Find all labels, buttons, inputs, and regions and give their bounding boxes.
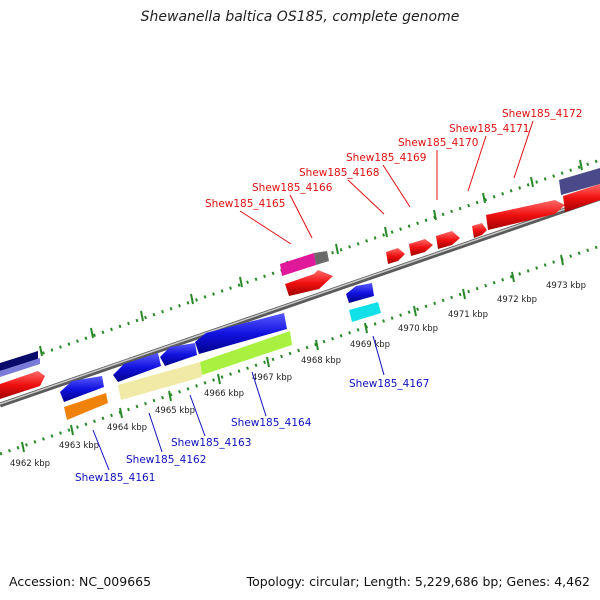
top-gene-labels: Shew185_4165 Shew185_4166 Shew185_4168 S… <box>205 108 582 210</box>
genome-backbone <box>0 195 600 408</box>
cds-feature[interactable] <box>386 248 405 264</box>
gene-label[interactable]: Shew185_4162 <box>126 454 206 466</box>
bottom-gene-labels: Shew185_4161 Shew185_4162 Shew185_4163 S… <box>75 378 429 484</box>
gene-label[interactable]: Shew185_4168 <box>299 167 379 179</box>
tick-label: 4965 kbp <box>155 406 195 416</box>
tick-labels: 4962 kbp 4963 kbp 4964 kbp 4965 kbp 4966… <box>10 281 586 469</box>
bottom-label-leaders <box>92 335 385 471</box>
gene-label[interactable]: Shew185_4172 <box>502 108 582 120</box>
tick-label: 4971 kbp <box>448 310 488 320</box>
cds-feature[interactable] <box>113 353 161 382</box>
outer-major-ticks <box>39 159 583 357</box>
cds-feature[interactable] <box>0 351 38 371</box>
cds-feature[interactable] <box>160 343 197 366</box>
gene-label[interactable]: Shew185_4167 <box>349 378 429 390</box>
tick-label: 4966 kbp <box>204 389 244 399</box>
cds-feature[interactable] <box>0 358 40 377</box>
cds-feature[interactable] <box>200 331 292 375</box>
accession-text: Accession: NC_009665 <box>9 574 152 589</box>
gene-label[interactable]: Shew185_4166 <box>252 182 333 194</box>
cds-feature[interactable] <box>349 302 381 322</box>
genome-backbone-highlight <box>0 196 600 405</box>
cds-feature[interactable] <box>118 362 202 400</box>
tick-label: 4973 kbp <box>546 281 586 291</box>
cds-feature[interactable] <box>60 376 104 402</box>
cds-feature[interactable] <box>64 393 108 420</box>
cds-feature[interactable] <box>486 200 565 230</box>
tick-label: 4972 kbp <box>497 295 537 305</box>
tick-label: 4964 kbp <box>107 423 147 433</box>
gene-label[interactable]: Shew185_4171 <box>449 123 529 135</box>
gene-label[interactable]: Shew185_4165 <box>205 198 285 210</box>
tick-label: 4970 kbp <box>398 324 438 334</box>
cds-feature[interactable] <box>559 168 600 195</box>
cds-feature[interactable] <box>285 270 333 296</box>
cds-feature[interactable] <box>0 371 45 399</box>
tick-label: 4969 kbp <box>350 340 390 350</box>
cds-feature[interactable] <box>472 223 487 238</box>
cds-feature[interactable] <box>436 231 460 249</box>
top-label-leaders <box>239 120 534 245</box>
cds-feature[interactable] <box>409 239 433 256</box>
inner-major-ticks <box>21 254 564 453</box>
cds-feature[interactable] <box>346 283 374 303</box>
cds-feature[interactable] <box>314 251 329 265</box>
genome-summary-text: Topology: circular; Length: 5,229,686 bp… <box>246 574 590 589</box>
tick-label: 4962 kbp <box>10 459 50 469</box>
gene-label[interactable]: Shew185_4163 <box>171 437 251 449</box>
cds-feature[interactable] <box>195 313 287 354</box>
tick-label: 4963 kbp <box>59 441 99 451</box>
cds-feature[interactable] <box>280 253 316 276</box>
tick-label: 4967 kbp <box>252 373 292 383</box>
cds-feature[interactable] <box>563 184 600 212</box>
gene-label[interactable]: Shew185_4170 <box>398 137 478 149</box>
gene-label[interactable]: Shew185_4169 <box>346 152 426 164</box>
gene-label[interactable]: Shew185_4161 <box>75 472 155 484</box>
map-title: Shewanella baltica OS185, complete genom… <box>140 9 460 25</box>
tick-label: 4968 kbp <box>301 356 341 366</box>
gene-label[interactable]: Shew185_4164 <box>231 417 312 429</box>
